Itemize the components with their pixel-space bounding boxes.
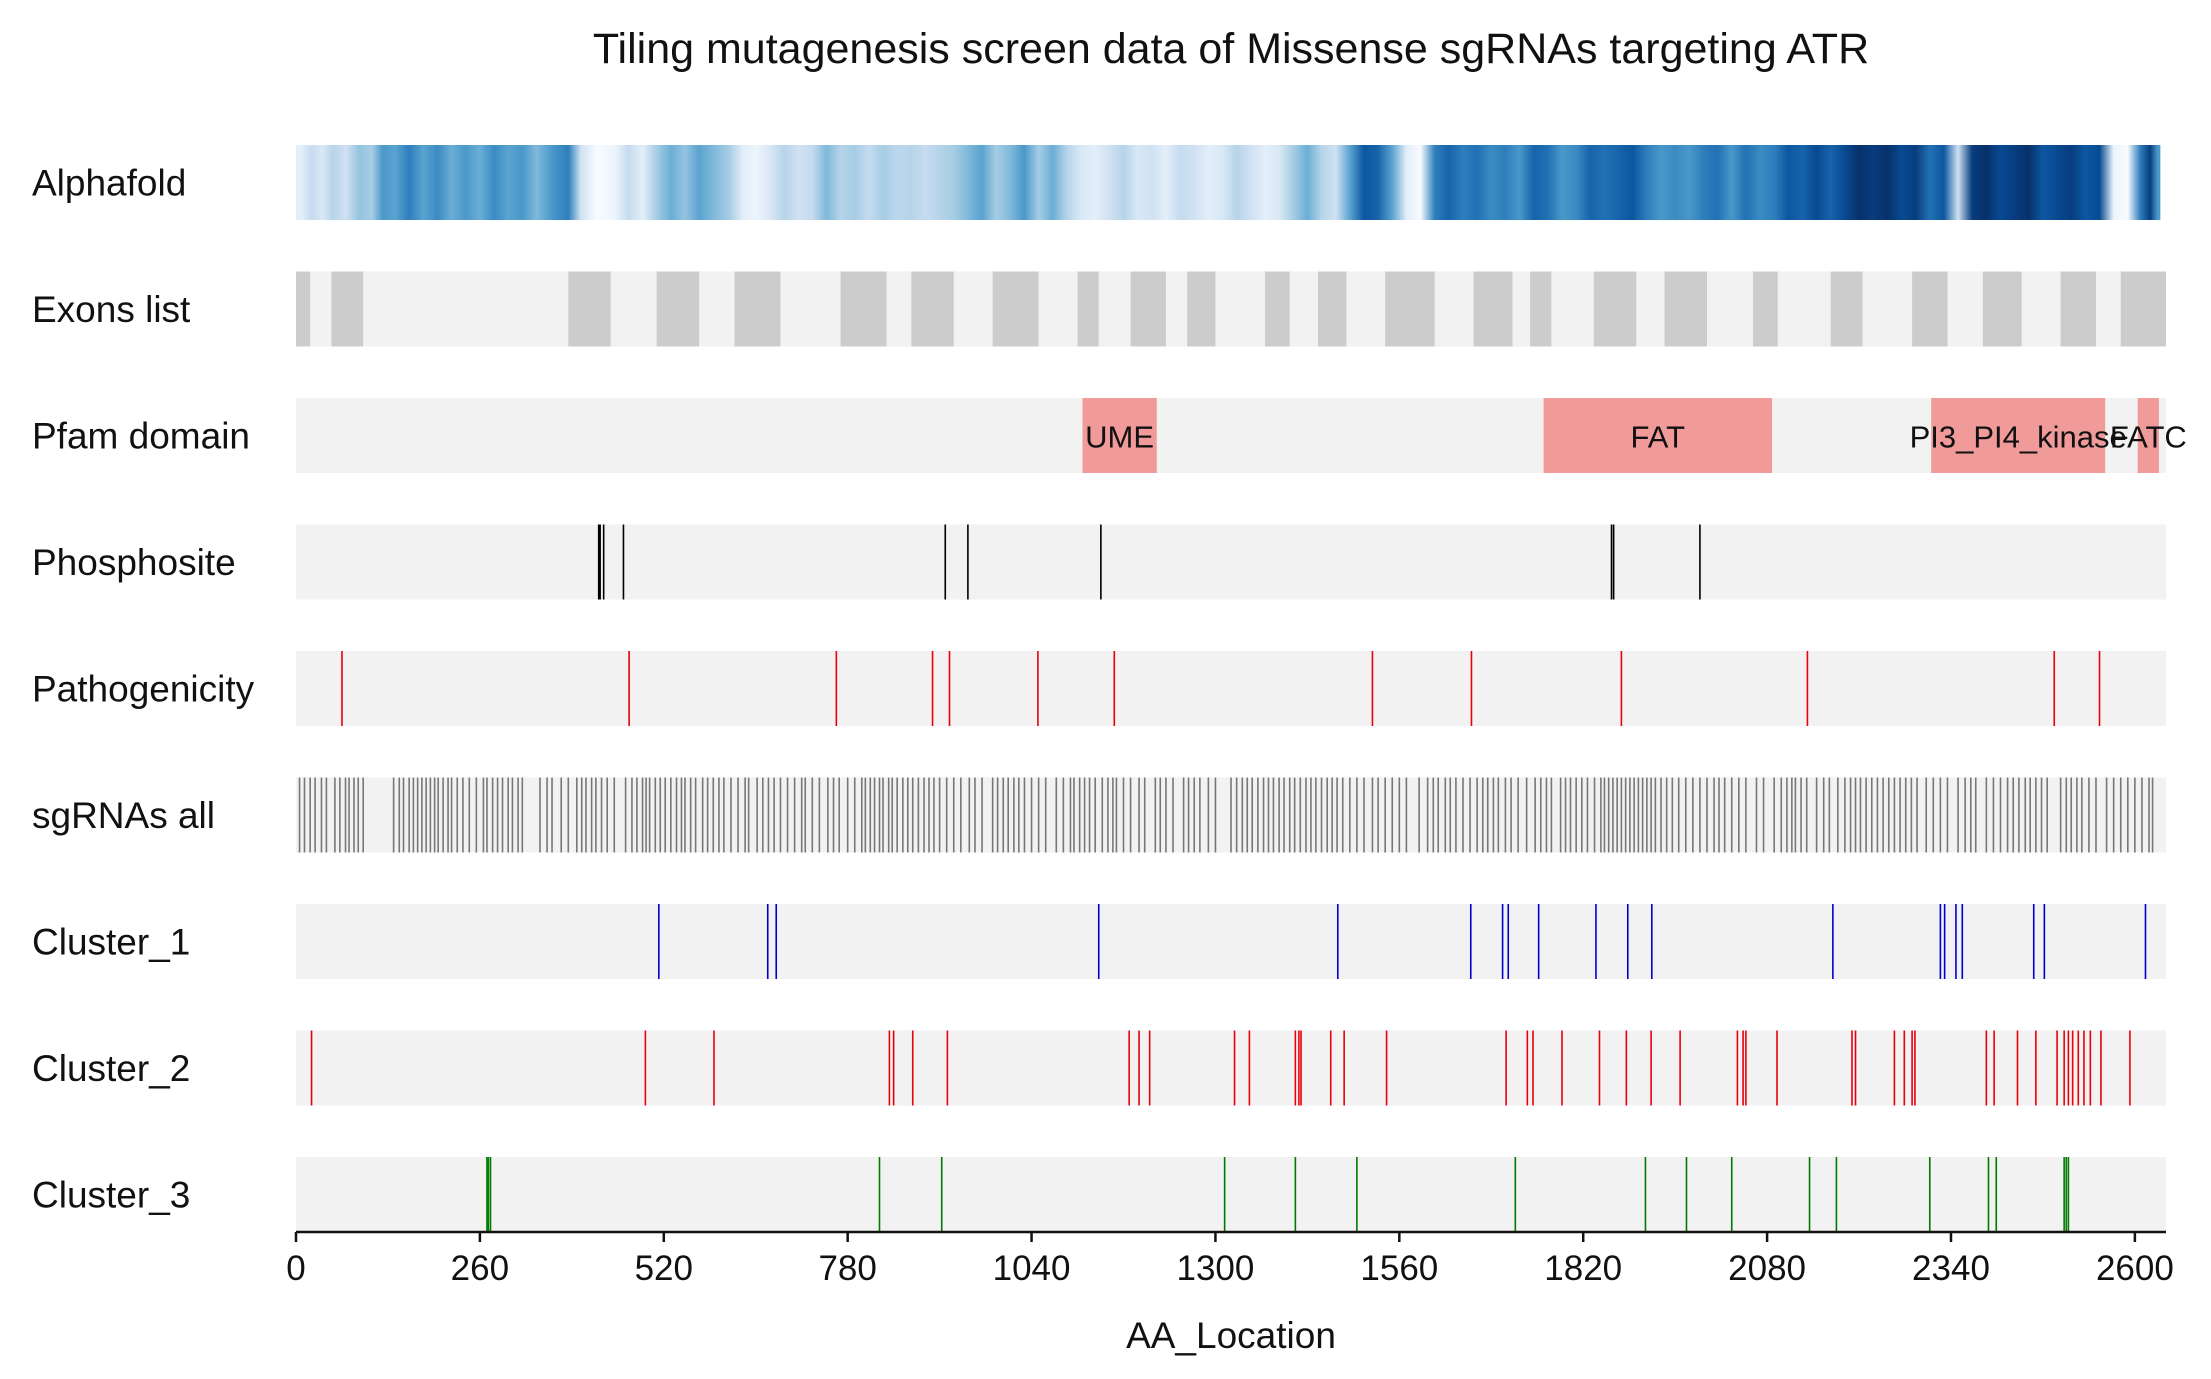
exon-segment [331, 271, 364, 347]
exon-segment [1982, 271, 2022, 347]
pfam-domain [1543, 398, 1773, 473]
track-background [296, 904, 2166, 979]
track-label: sgRNAs all [32, 795, 215, 836]
track-label: Pfam domain [32, 416, 250, 457]
exon-segment [1385, 271, 1435, 347]
x-axis: 0 260 520 780 1040 1300 1560 1820 2080 2340 2600 [286, 1230, 2174, 1288]
x-tick-label: 1040 [993, 1249, 1071, 1288]
exon-segment [568, 271, 611, 347]
exon-segment [1530, 271, 1552, 347]
x-tick-label: 1560 [1360, 1249, 1438, 1288]
track-exons-list: Exons list [32, 271, 2166, 347]
exon-segment [1077, 271, 1099, 347]
exon-segment [2120, 271, 2166, 347]
pfam-domain [1082, 398, 1157, 473]
tracks: Alphafold Exons list Pfam domain UME FAT PI3_… [32, 145, 2187, 1232]
track-label: Exons list [32, 289, 191, 330]
exon-segment [911, 271, 954, 347]
exon-segment [1187, 271, 1216, 347]
track-pathogenicity: Pathogenicity [32, 651, 2166, 726]
x-tick-label: 2600 [2096, 1249, 2174, 1288]
track-cluster-3: Cluster_3 [32, 1157, 2166, 1232]
track-cluster-2: Cluster_2 [32, 1030, 2166, 1106]
track-phosphosite: Phosphosite [32, 524, 2166, 600]
exon-segment [1664, 271, 1707, 347]
exon-segment [656, 271, 700, 347]
x-tick-label: 2080 [1728, 1249, 1806, 1288]
pfam-domain-label: FAT [1631, 420, 1686, 455]
track-label: Pathogenicity [32, 669, 255, 710]
exon-segment [734, 271, 781, 347]
track-cluster-1: Cluster_1 [32, 904, 2166, 979]
track-background [296, 1157, 2166, 1232]
exon-segment [992, 271, 1039, 347]
track-label: Cluster_3 [32, 1175, 190, 1216]
pfam-domain-label: PI3_PI4_kinase [1910, 420, 2127, 455]
exon-segment [1130, 271, 1166, 347]
x-tick-label: 1820 [1544, 1249, 1622, 1288]
track-background [296, 398, 2166, 473]
x-tick-label: 1300 [1177, 1249, 1255, 1288]
exon-segment [1912, 271, 1948, 347]
track-sgrnas-all: sgRNAs all [32, 777, 2166, 853]
track-background [296, 524, 2166, 600]
exon-segment [840, 271, 887, 347]
exon-segment [1752, 271, 1778, 347]
x-tick-label: 780 [818, 1249, 876, 1288]
track-label: Alphafold [32, 163, 186, 204]
x-tick-label: 2340 [1912, 1249, 1990, 1288]
exon-segment [2060, 271, 2096, 347]
x-tick-label: 260 [451, 1249, 509, 1288]
exon-segment [1317, 271, 1347, 347]
pfam-domain [2137, 398, 2159, 473]
track-label: Cluster_1 [32, 922, 190, 963]
track-label: Phosphosite [32, 542, 236, 583]
pfam-domain [1931, 398, 2106, 473]
exon-segment [1264, 271, 1290, 347]
x-tick-label: 0 [286, 1249, 305, 1288]
exon-segment [1593, 271, 1637, 347]
pfam-domain-label: UME [1085, 420, 1154, 455]
track-alphafold: Alphafold [32, 145, 2161, 220]
pfam-domain-label: FATC [2110, 420, 2187, 455]
chart-title: Tiling mutagenesis screen data of Missen… [593, 25, 1869, 73]
exon-segment [1830, 271, 1863, 347]
x-axis-label: AA_Location [1126, 1315, 1336, 1356]
exon-segment [296, 271, 311, 347]
x-tick-label: 520 [635, 1249, 693, 1288]
alphafold-heatmap [296, 145, 2161, 220]
track-background [296, 651, 2166, 726]
track-label: Cluster_2 [32, 1048, 190, 1089]
exon-segment [1473, 271, 1513, 347]
track-background [296, 1030, 2166, 1106]
